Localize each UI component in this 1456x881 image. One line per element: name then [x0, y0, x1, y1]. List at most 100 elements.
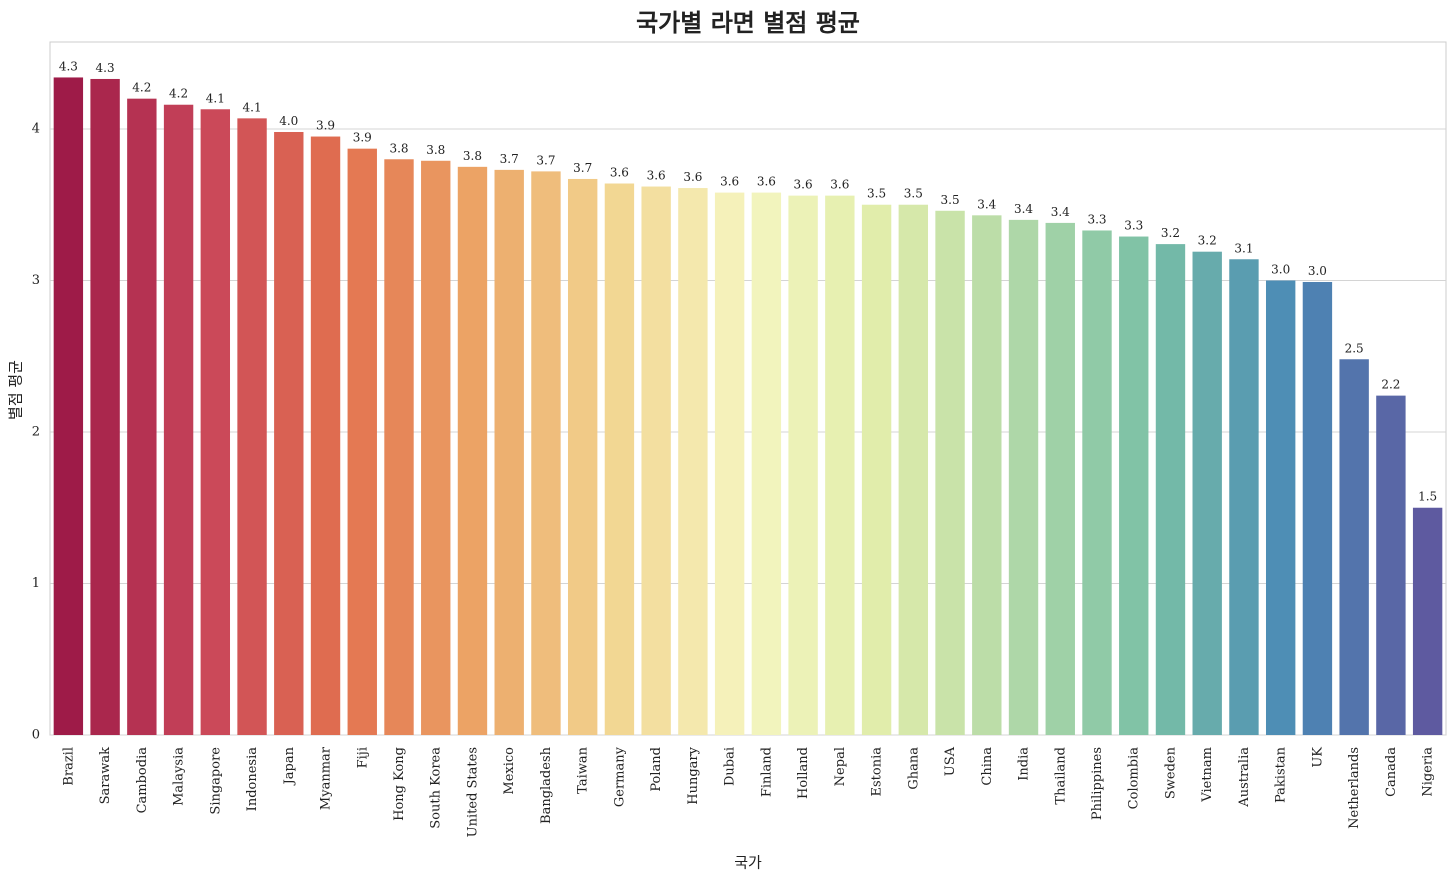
x-tick-label: Hong Kong: [392, 747, 407, 821]
x-tick-label: UK: [1310, 747, 1325, 768]
x-tick-label: Hungary: [686, 746, 701, 804]
y-tick-label: 2: [32, 424, 40, 439]
value-label: 4.1: [243, 100, 262, 114]
x-tick-label: Nepal: [833, 747, 848, 786]
y-tick-label: 3: [32, 273, 40, 288]
bar: [788, 195, 818, 735]
value-label: 3.5: [867, 187, 886, 201]
bar: [1082, 230, 1112, 735]
y-tick-label: 1: [32, 576, 40, 591]
bar: [1155, 244, 1186, 736]
bar: [457, 166, 488, 736]
value-label: 3.6: [830, 178, 849, 192]
y-axis-label: 별점 평균: [7, 360, 25, 420]
value-label: 3.2: [1161, 226, 1180, 240]
x-tick-label: Taiwan: [576, 746, 591, 793]
bar: [1376, 395, 1406, 735]
bar: [1008, 219, 1039, 735]
x-tick-label: Sarawak: [98, 747, 113, 804]
x-tick-label: Indonesia: [245, 747, 260, 812]
bar: [567, 178, 598, 735]
x-tick-label: China: [980, 747, 995, 786]
bar: [898, 204, 929, 735]
bar: [1192, 251, 1222, 735]
bar: [1229, 259, 1259, 735]
bar: [1045, 222, 1075, 735]
y-tick-label: 0: [32, 728, 40, 743]
x-tick-label: Philippines: [1090, 747, 1105, 820]
bar: [1302, 281, 1333, 735]
bar: [935, 210, 965, 735]
value-label: 4.3: [96, 61, 115, 75]
bar: [127, 98, 157, 736]
bar: [751, 192, 782, 735]
bar: [714, 192, 745, 735]
x-tick-label: Estonia: [870, 747, 885, 797]
x-tick-label: Netherlands: [1347, 747, 1362, 829]
x-tick-label: Canada: [1384, 747, 1399, 797]
x-tick-label: Mexico: [502, 747, 517, 795]
value-label: 3.8: [426, 143, 445, 157]
x-tick-label: Japan: [282, 746, 297, 786]
value-label: 3.7: [500, 152, 519, 166]
x-tick-label: Germany: [612, 746, 627, 807]
value-label: 3.5: [904, 187, 923, 201]
x-tick-label: Sweden: [1163, 746, 1178, 799]
y-tick-label: 4: [32, 121, 40, 136]
x-tick-label: Singapore: [208, 747, 223, 815]
bar: [861, 204, 892, 735]
x-tick-label: United States: [465, 747, 480, 837]
bar: [274, 131, 304, 735]
chart-title: 국가별 라면 별점 평균: [636, 9, 860, 37]
bar: [972, 215, 1002, 736]
x-tick-label: Cambodia: [135, 747, 150, 814]
bar: [531, 171, 561, 735]
bar: [237, 118, 267, 736]
bar: [641, 186, 671, 736]
value-label: 3.6: [610, 166, 629, 180]
x-tick-label: USA: [943, 746, 958, 776]
value-label: 4.0: [279, 114, 298, 128]
value-label: 3.6: [757, 175, 776, 189]
value-label: 3.0: [1271, 262, 1290, 276]
bar: [1339, 359, 1369, 735]
value-label: 3.8: [389, 141, 408, 155]
value-label: 3.7: [573, 161, 592, 175]
value-label: 1.5: [1418, 490, 1437, 504]
x-tick-label: India: [1017, 747, 1032, 781]
x-tick-label: Vietnam: [1200, 747, 1215, 803]
bar: [53, 77, 84, 735]
value-label: 4.3: [59, 59, 78, 73]
value-label: 3.4: [977, 197, 996, 211]
x-tick-label: Ghana: [906, 747, 921, 790]
value-label: 3.6: [647, 169, 666, 183]
x-tick-label: Colombia: [1127, 747, 1142, 810]
bar: [1265, 280, 1296, 735]
x-tick-label: Brazil: [61, 747, 76, 786]
value-label: 4.2: [169, 87, 188, 101]
x-tick-label: Thailand: [1053, 747, 1068, 805]
value-label: 3.3: [1124, 219, 1143, 233]
value-label: 3.6: [683, 170, 702, 184]
value-label: 3.9: [316, 119, 335, 133]
x-tick-label: Bangladesh: [539, 746, 554, 824]
value-label: 3.4: [1051, 205, 1070, 219]
bar: [604, 183, 635, 735]
value-label: 3.8: [463, 149, 482, 163]
x-tick-label: Dubai: [723, 747, 738, 786]
x-tick-label: Pakistan: [1274, 746, 1289, 803]
x-tick-label: Nigeria: [1421, 747, 1436, 797]
bar: [1412, 507, 1443, 735]
x-tick-label: South Korea: [429, 747, 444, 829]
x-tick-label: Holland: [796, 747, 811, 799]
value-label: 2.5: [1345, 341, 1364, 355]
bar: [1119, 236, 1149, 736]
x-tick-label: Poland: [649, 747, 664, 792]
bar: [347, 148, 377, 736]
bar: [384, 159, 414, 736]
value-label: 3.7: [536, 153, 555, 167]
x-tick-label: Fiji: [355, 747, 370, 768]
value-label: 3.1: [1234, 241, 1253, 255]
value-label: 3.3: [1087, 212, 1106, 226]
